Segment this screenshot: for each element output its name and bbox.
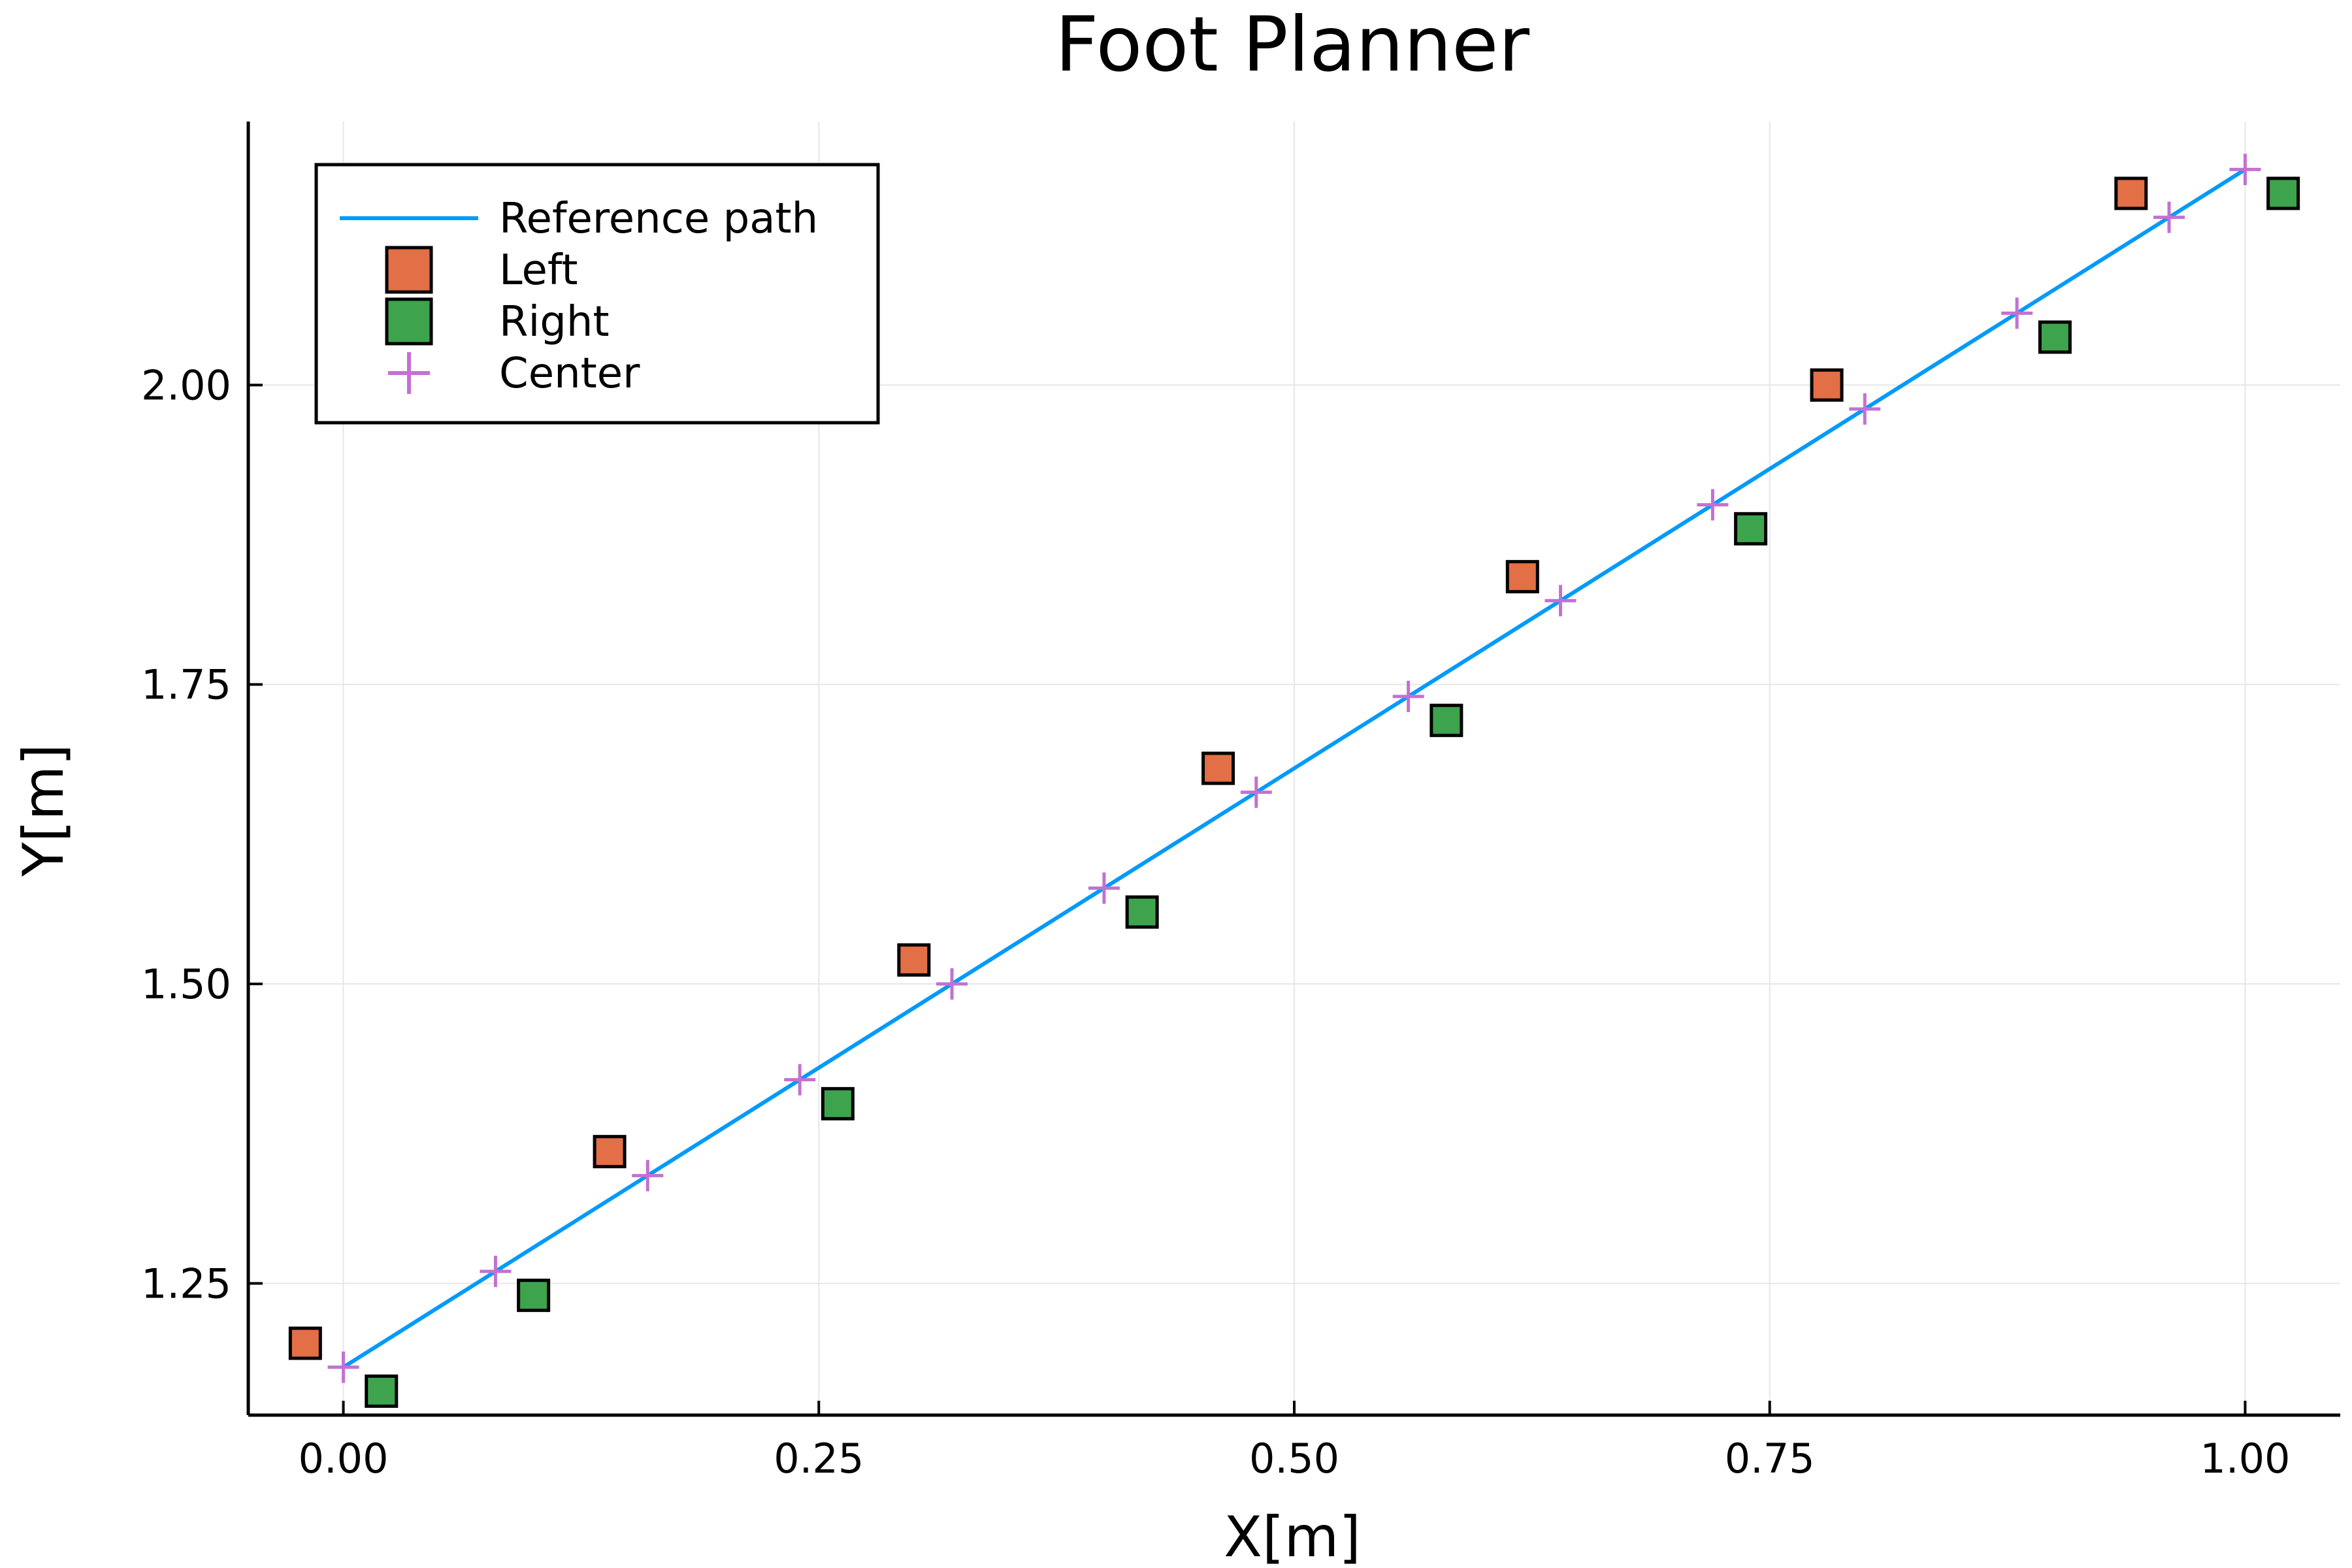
center-point-2 <box>632 1160 664 1192</box>
center-point-12 <box>2153 201 2185 233</box>
legend-center-swatch <box>388 352 430 394</box>
x-tick-label-0: 0.00 <box>299 1435 389 1482</box>
center-point-9 <box>1697 489 1729 521</box>
right-point-6 <box>2038 320 2072 354</box>
center-point-4 <box>936 968 968 1000</box>
center-point-8 <box>1544 585 1576 617</box>
legend-center-label: Center <box>499 350 640 398</box>
right-point-7 <box>2266 176 2300 210</box>
right-point-3 <box>1125 895 1159 929</box>
plot-area <box>288 154 2300 1408</box>
left-point-1 <box>593 1135 627 1169</box>
center-point-6 <box>1240 776 1272 808</box>
y-tick-label-2: 1.75 <box>141 661 231 709</box>
left-point-4 <box>1505 560 1539 594</box>
center-point-13 <box>2229 154 2261 186</box>
center-point-3 <box>784 1064 816 1096</box>
right-point-0 <box>365 1374 399 1408</box>
center-point-0 <box>327 1351 359 1383</box>
x-tick-label-3: 0.75 <box>1725 1435 1815 1482</box>
center-point-7 <box>1392 681 1424 712</box>
legend-right-swatch <box>385 297 433 346</box>
right-point-1 <box>517 1279 551 1313</box>
y-tick-label-3: 2.00 <box>141 361 231 409</box>
x-tick-label-1: 0.25 <box>774 1435 864 1482</box>
center-point-11 <box>2001 297 2033 329</box>
chart-title: Foot Planner <box>1055 1 1530 89</box>
x-tick-label-4: 1.00 <box>2200 1435 2290 1482</box>
left-point-3 <box>1201 751 1235 785</box>
legend-reference-path-label: Reference path <box>499 195 818 243</box>
center-point-5 <box>1088 872 1120 904</box>
y-tick-label-1: 1.50 <box>141 960 231 1008</box>
y-tick-label-0: 1.25 <box>141 1260 231 1307</box>
left-point-2 <box>897 943 931 977</box>
axes <box>246 122 2340 1417</box>
right-point-4 <box>1429 704 1463 738</box>
legend-left-label: Left <box>499 246 578 295</box>
reference-path-line <box>342 167 2247 1369</box>
left-point-0 <box>288 1326 322 1360</box>
left-point-6 <box>2114 176 2148 210</box>
legend-right-label: Right <box>499 298 610 346</box>
x-axis-label: X[m] <box>1224 1505 1361 1568</box>
left-point-5 <box>1810 368 1844 402</box>
center-point-1 <box>480 1256 512 1287</box>
center-point-10 <box>1849 393 1881 425</box>
tick-labels: 0.00 0.25 0.50 0.75 1.00 1.25 1.50 1.75 2.00 <box>141 361 2291 1482</box>
x-tick-label-2: 0.50 <box>1249 1435 1339 1482</box>
legend-left-swatch <box>385 246 433 294</box>
right-point-5 <box>1734 512 1768 546</box>
y-axis-label: Y[m] <box>11 743 76 877</box>
right-point-2 <box>821 1086 855 1120</box>
